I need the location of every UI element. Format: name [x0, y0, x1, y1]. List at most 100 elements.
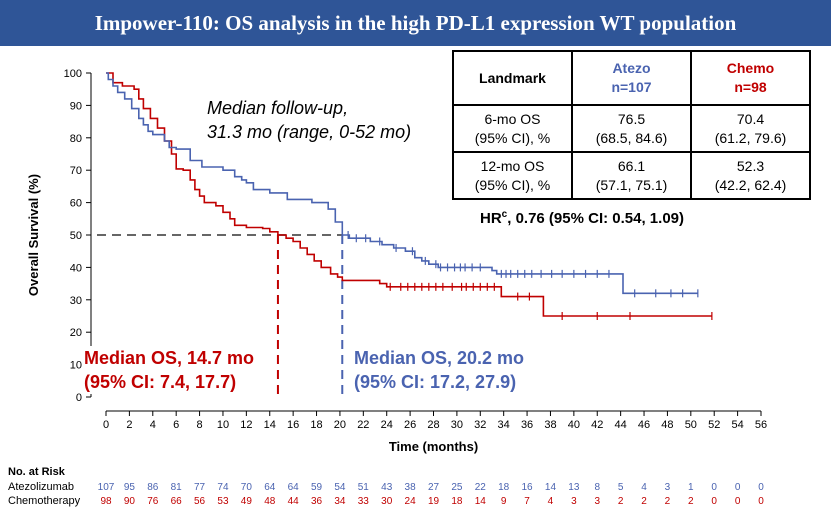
- x-tick-label: 0: [103, 419, 109, 431]
- risk-chemo-count: 0: [758, 496, 764, 507]
- risk-atezo-count: 64: [264, 482, 276, 493]
- x-tick-label: 42: [591, 419, 603, 431]
- x-tick-label: 18: [310, 419, 322, 431]
- x-tick-label: 28: [427, 419, 439, 431]
- x-tick-label: 14: [264, 419, 276, 431]
- x-tick-label: 44: [615, 419, 627, 431]
- risk-chemo-count: 7: [524, 496, 530, 507]
- risk-chemo-count: 18: [451, 496, 463, 507]
- risk-atezo-count: 14: [545, 482, 557, 493]
- x-tick-label: 22: [357, 419, 369, 431]
- risk-chemo-count: 48: [264, 496, 276, 507]
- risk-atezo-count: 0: [758, 482, 764, 493]
- x-tick-label: 54: [731, 419, 743, 431]
- risk-atezo-count: 16: [522, 482, 534, 493]
- hr-footnote-marker: c: [501, 209, 508, 220]
- row-label: 6-mo OS (95% CI), %: [452, 104, 573, 153]
- risk-chemo-count: 34: [334, 496, 346, 507]
- risk-atezo-count: 8: [594, 482, 600, 493]
- risk-chemo-count: 14: [475, 496, 487, 507]
- risk-chemo-count: 3: [594, 496, 600, 507]
- x-tick-label: 48: [661, 419, 673, 431]
- chemo-header-name: Chemo: [726, 60, 775, 76]
- landmark-header-row: Landmark Atezo n=107 Chemo n=98: [452, 50, 811, 106]
- median-followup-note: Median follow-up, 31.3 mo (range, 0-52 m…: [207, 96, 411, 144]
- x-tick-label: 2: [126, 419, 132, 431]
- atezo-ci: (68.5, 84.6): [595, 129, 668, 146]
- y-tick-label: 10: [70, 360, 82, 372]
- x-tick-label: 10: [217, 419, 229, 431]
- chemo-header-n: n=98: [734, 79, 767, 95]
- row-label-line-1: 12-mo OS: [480, 157, 545, 174]
- x-tick-label: 24: [381, 419, 393, 431]
- risk-chemo-count: 2: [688, 496, 694, 507]
- risk-atezo-count: 95: [124, 482, 136, 493]
- number-at-risk-table: No. at RiskAtezolizumabChemotherapy10798…: [8, 466, 764, 507]
- survival-curves: [106, 72, 712, 317]
- chemo-ci: (61.2, 79.6): [714, 129, 787, 146]
- risk-chemo-count: 0: [711, 496, 717, 507]
- risk-atezo-count: 51: [358, 482, 370, 493]
- median-os-chemo-label: Median OS, 14.7 mo (95% CI: 7.4, 17.7): [82, 346, 257, 394]
- y-tick-label: 0: [76, 392, 82, 404]
- risk-atezo-count: 70: [241, 482, 253, 493]
- x-tick-label: 8: [197, 419, 203, 431]
- x-tick-label: 36: [521, 419, 533, 431]
- risk-chemo-count: 30: [381, 496, 393, 507]
- x-tick-label: 20: [334, 419, 346, 431]
- risk-chemo-count: 44: [288, 496, 300, 507]
- risk-heading: No. at Risk: [8, 466, 66, 478]
- risk-chemo-count: 4: [548, 496, 554, 507]
- chemo-cell: 52.3 (42.2, 62.4): [690, 151, 811, 200]
- risk-atezo-count: 4: [641, 482, 647, 493]
- risk-atezo-count: 64: [288, 482, 300, 493]
- x-tick-label: 26: [404, 419, 416, 431]
- y-tick-label: 90: [70, 100, 82, 112]
- x-tick-label: 50: [685, 419, 697, 431]
- risk-chemo-count: 0: [735, 496, 741, 507]
- atezo-header-name: Atezo: [612, 60, 651, 76]
- row-label-line-2: (95% CI), %: [474, 129, 551, 146]
- risk-chemo-count: 90: [124, 496, 136, 507]
- risk-atezo-count: 59: [311, 482, 323, 493]
- x-tick-label: 56: [755, 419, 767, 431]
- y-tick-label: 20: [70, 327, 82, 339]
- atezo-header: Atezo n=107: [571, 50, 692, 106]
- x-axis-title: Time (months): [389, 439, 478, 454]
- atezo-ci: (57.1, 75.1): [595, 176, 668, 193]
- risk-chemo-count: 56: [194, 496, 206, 507]
- y-tick-label: 70: [70, 165, 82, 177]
- x-tick-label: 12: [240, 419, 252, 431]
- x-tick-label: 52: [708, 419, 720, 431]
- risk-atezo-count: 107: [98, 482, 115, 493]
- landmark-row-6mo: 6-mo OS (95% CI), % 76.5 (68.5, 84.6) 70.4…: [452, 104, 811, 153]
- hr-value: , 0.76 (95% CI: 0.54, 1.09): [507, 210, 684, 227]
- risk-atezo-count: 22: [475, 482, 487, 493]
- risk-chemo-count: 66: [171, 496, 183, 507]
- x-tick-label: 38: [544, 419, 556, 431]
- row-label: 12-mo OS (95% CI), %: [452, 151, 573, 200]
- x-tick-label: 32: [474, 419, 486, 431]
- risk-chemo-count: 3: [571, 496, 577, 507]
- risk-atezo-count: 0: [711, 482, 717, 493]
- y-axis-title: Overall Survival (%): [26, 174, 41, 296]
- risk-atezo-count: 86: [147, 482, 159, 493]
- chemo-value: 70.4: [736, 110, 765, 127]
- risk-atezo-count: 5: [618, 482, 624, 493]
- risk-chemo-count: 19: [428, 496, 440, 507]
- x-tick-label: 4: [150, 419, 156, 431]
- chemo-survival-curve: [106, 72, 712, 317]
- chemo-header: Chemo n=98: [690, 50, 811, 106]
- risk-chemo-count: 9: [501, 496, 507, 507]
- x-tick-label: 34: [498, 419, 510, 431]
- median-chemo-line-1: Median OS, 14.7 mo: [84, 348, 255, 368]
- median-chemo-line-2: (95% CI: 7.4, 17.7): [84, 372, 237, 392]
- risk-atezo-count: 1: [688, 482, 694, 493]
- chemo-cell: 70.4 (61.2, 79.6): [690, 104, 811, 153]
- risk-atezo-count: 81: [171, 482, 183, 493]
- risk-chemo-count: 76: [147, 496, 159, 507]
- atezo-survival-curve: [106, 72, 698, 295]
- risk-chemo-count: 33: [358, 496, 370, 507]
- risk-chemo-count: 53: [217, 496, 229, 507]
